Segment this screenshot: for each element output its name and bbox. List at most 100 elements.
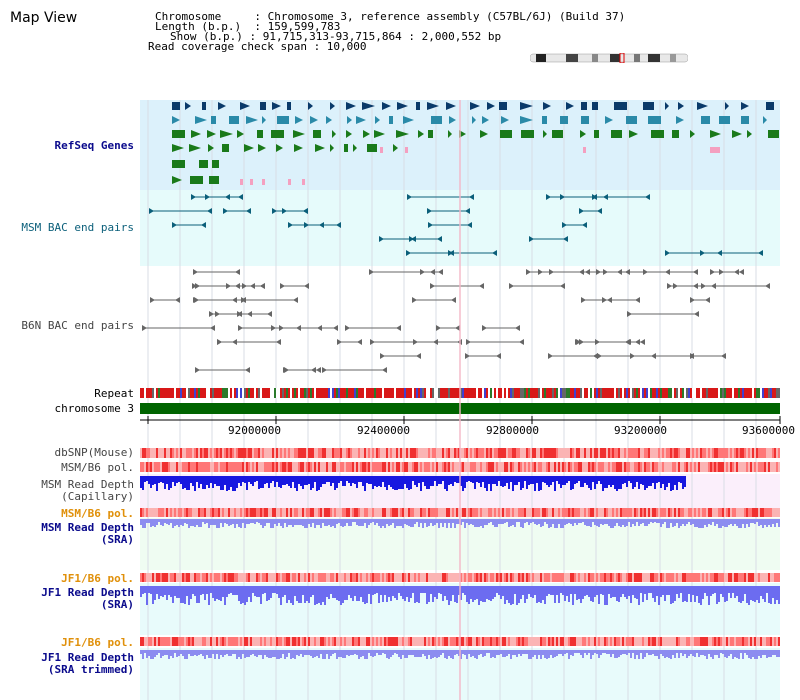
track-label-msm-depth-sra[interactable]: MSM Read Depth [41,521,134,534]
jf1-sra-depth-bar [354,586,356,596]
msm-b6-pol-segment [380,462,382,472]
jf1-b6-pol-2-segment [154,637,156,646]
repeat-segment [504,388,506,398]
dbsnp-segment [242,448,244,458]
msm-b6-pol-2-segment [642,508,644,517]
msm-b6-pol-2-segment [354,508,356,517]
msm-capillary-depth-bar [538,476,540,491]
jf1-b6-pol-2-segment [400,637,402,646]
track-label-b6n-bac[interactable]: B6N BAC end pairs [21,319,134,332]
ruler-tick-label: 93200000 [614,424,667,437]
repeat-segment [380,388,382,398]
jf1-b6-pol-segment [224,573,226,582]
msm-b6-pol-segment [586,462,588,472]
msm-b6-pol-segment [604,462,606,472]
jf1-sra-depth-bar [470,586,472,599]
msm-b6-pol-2-segment [414,508,416,517]
jf1-b6-pol-segment [636,573,638,582]
msm-sra-depth-bar [314,519,316,528]
track-label-msm-b6-pol[interactable]: MSM/B6 pol. [61,461,134,474]
msm-b6-pol-2-segment [256,508,258,517]
repeat-segment [184,388,186,398]
dbsnp-segment [658,448,660,458]
msm-b6-pol-2-segment [548,508,550,517]
msm-sra-depth-bar [210,519,212,525]
jf1-sra-depth-bar [616,586,618,601]
dbsnp-segment [732,448,734,458]
jf1-b6-pol-segment [596,573,598,582]
msm-b6-pol-2-segment [474,508,476,517]
jf1-b6-pol-segment [730,573,732,582]
msm-b6-pol-segment [276,462,278,472]
jf1-sra-depth-bar [262,586,264,594]
msm-b6-pol-2-segment [568,508,570,517]
snp-marker [583,147,586,153]
chromosome-ideogram[interactable] [530,53,688,63]
msm-b6-pol-2-segment [266,508,268,517]
track-label-repeat[interactable]: Repeat [94,387,134,400]
jf1-b6-pol-2-segment [648,637,650,646]
msm-capillary-depth-bar [328,476,330,482]
gene-feature [330,144,334,152]
jf1-b6-pol-segment [510,573,512,582]
msm-b6-pol-segment [298,462,300,472]
msm-b6-pol-segment [768,462,770,472]
track-label-msm-b6-pol-2[interactable]: MSM/B6 pol. [61,507,134,520]
jf1-b6-pol-segment [652,573,654,582]
msm-sra-depth-bar [714,519,716,526]
jf1-b6-pol-segment [600,573,602,582]
jf1-trim-depth-bar [144,650,146,653]
msm-sra-depth-bar [650,519,652,522]
msm-capillary-depth-bar [648,476,650,486]
jf1-sra-depth-bar [324,586,326,605]
dbsnp-segment [396,448,398,458]
jf1-sra-depth-bar [272,586,274,593]
gene-feature [768,130,779,138]
track-label-jf1-depth-trimmed[interactable]: JF1 Read Depth [41,651,134,664]
jf1-trim-depth-bar [248,650,250,657]
msm-b6-pol-segment [242,462,244,472]
jf1-trim-depth-bar [646,650,648,653]
msm-b6-pol-2-segment [406,508,408,517]
jf1-b6-pol-2-segment [276,637,278,646]
track-label-jf1-b6-pol-2[interactable]: JF1/B6 pol. [61,636,134,649]
dbsnp-segment [504,448,506,458]
msm-b6-pol-2-segment [660,508,662,517]
dbsnp-segment [654,448,656,458]
jf1-b6-pol-segment [536,573,538,582]
jf1-sra-depth-bar [524,586,526,603]
repeat-segment [714,388,716,398]
msm-capillary-depth-bar [436,476,438,486]
jf1-trim-depth-bar [740,650,742,653]
jf1-trim-depth-bar [638,650,640,659]
msm-capillary-depth-bar [550,476,552,485]
jf1-trim-depth-bar [574,650,576,653]
track-label-msm-depth-capillary[interactable]: MSM Read Depth [41,478,134,491]
msm-b6-pol-2-segment [724,508,726,517]
repeat-segment [528,388,530,398]
track-label-jf1-depth-sra[interactable]: JF1 Read Depth [41,586,134,599]
jf1-sra-depth-bar [722,586,724,597]
msm-sra-depth-bar [348,519,350,526]
msm-sra-depth-bar [178,519,180,527]
jf1-b6-pol-2-segment [624,637,626,646]
track-label-jf1-b6-pol[interactable]: JF1/B6 pol. [61,572,134,585]
repeat-segment [618,388,620,398]
msm-sra-depth-bar [202,519,204,522]
track-label-dbsnp[interactable]: dbSNP(Mouse) [54,446,134,459]
repeat-segment [638,388,640,398]
jf1-sra-depth-bar [296,586,298,601]
jf1-b6-pol-segment [312,573,314,582]
msm-sra-depth-bar [660,519,662,527]
track-label-refseq[interactable]: RefSeq Genes [54,139,134,152]
b6n-bac-pair-end [711,283,716,289]
repeat-segment [168,388,170,398]
repeat-segment [774,388,776,398]
track-label-msm-bac[interactable]: MSM BAC end pairs [21,221,134,234]
msm-capillary-depth-bar [246,476,248,490]
jf1-sra-depth-bar [454,586,456,602]
jf1-trim-depth-bar [514,650,516,655]
msm-capillary-depth-bar [312,476,314,488]
msm-sra-depth-bar [472,519,474,525]
